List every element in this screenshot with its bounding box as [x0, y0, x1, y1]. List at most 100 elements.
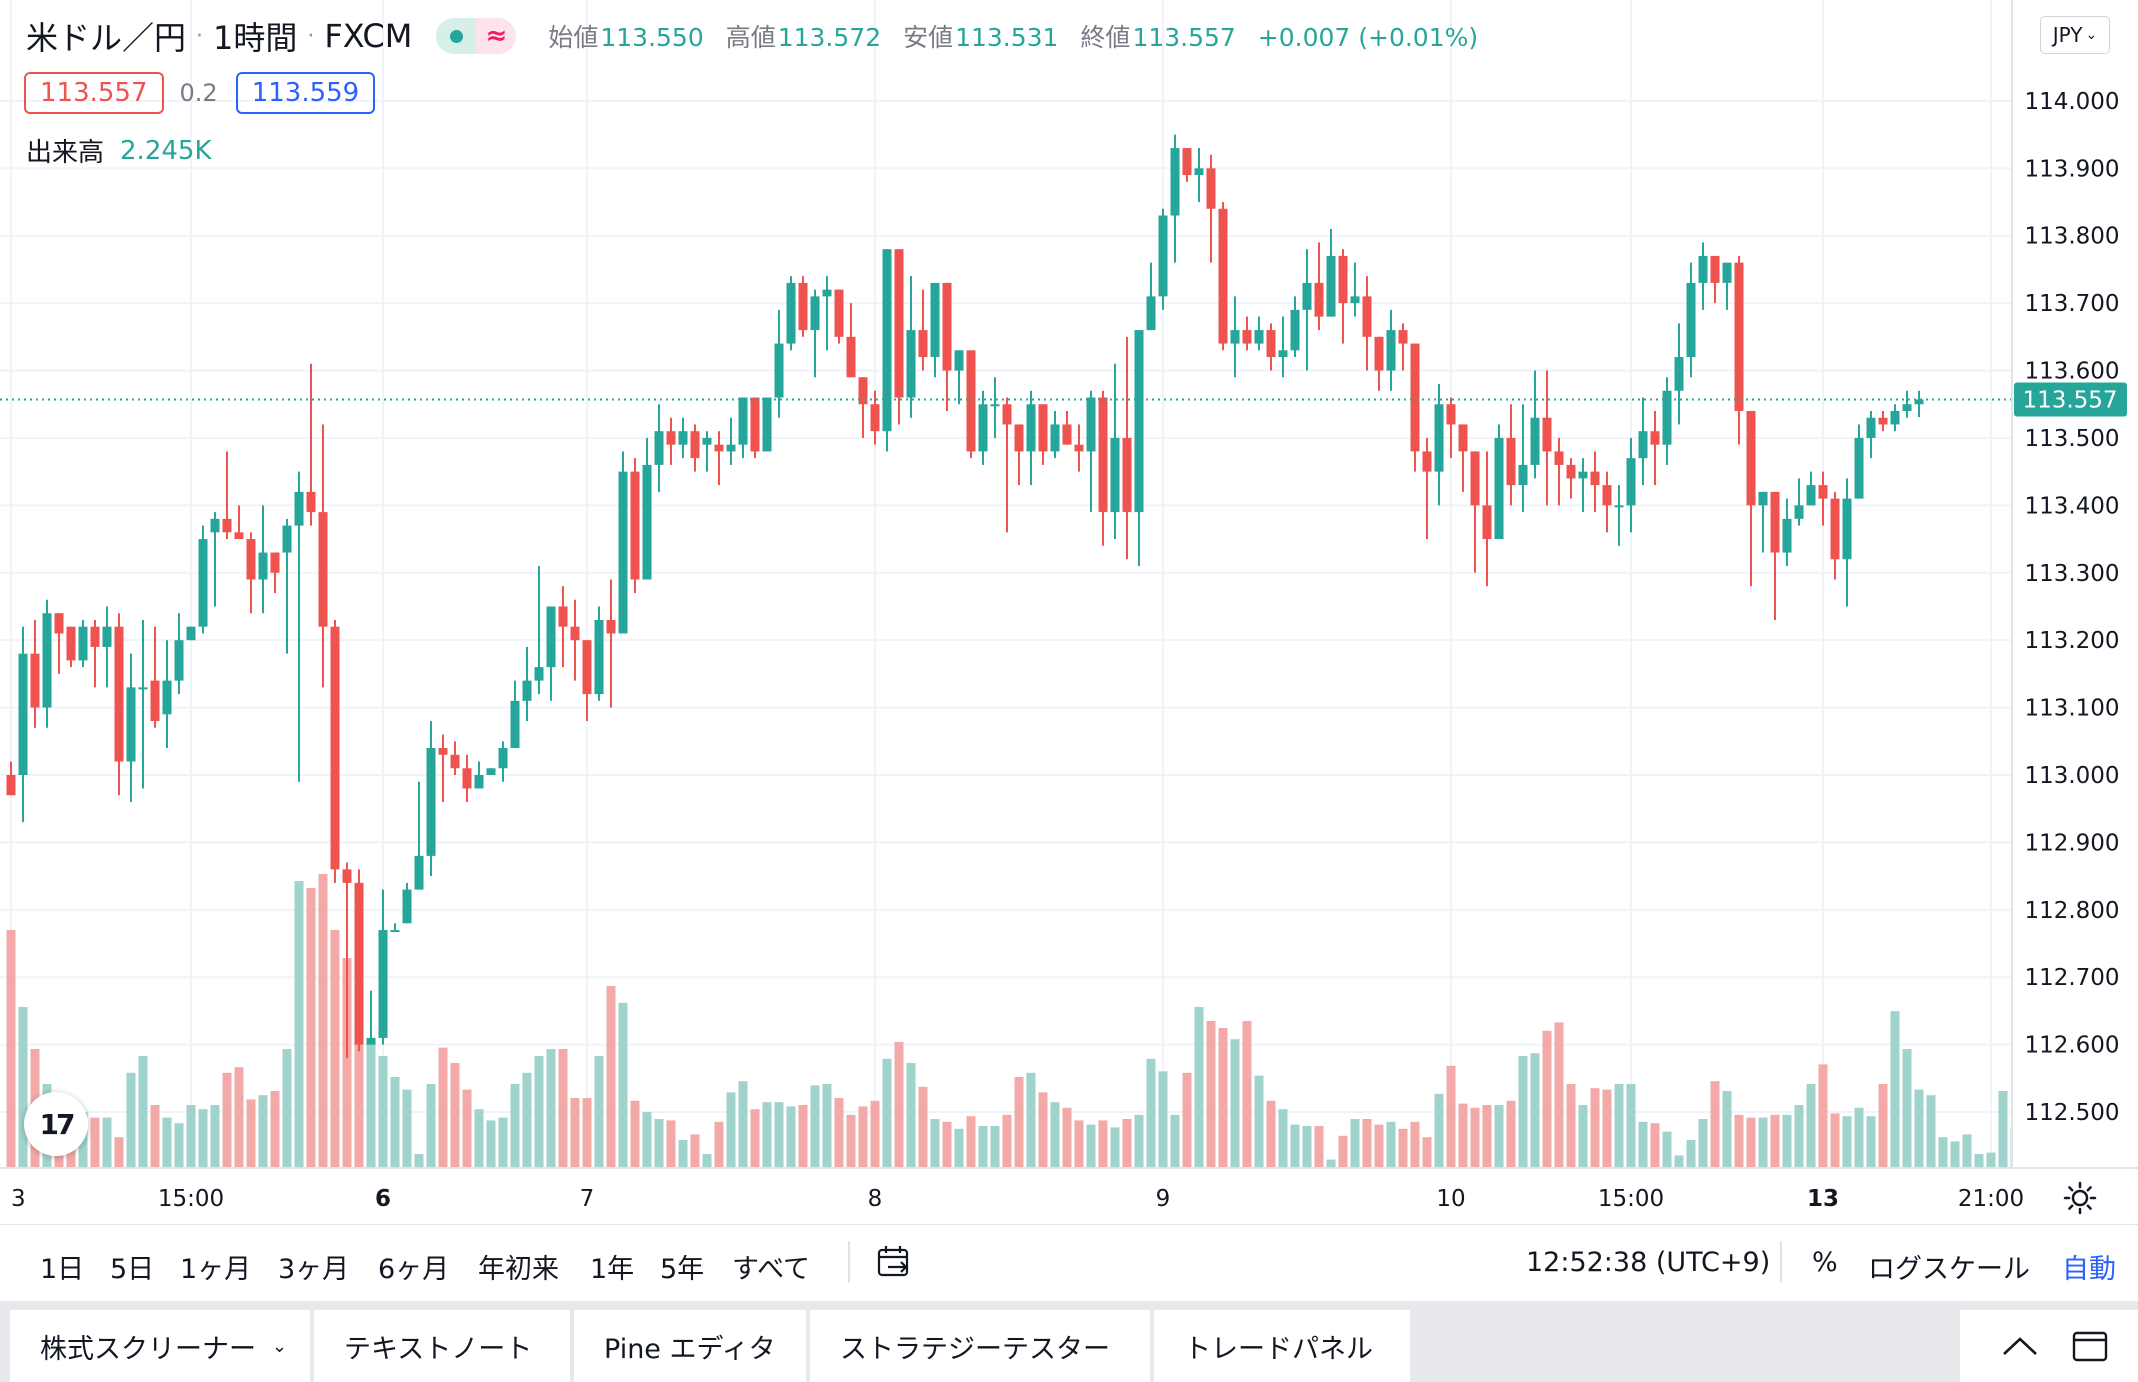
candle — [858, 377, 868, 438]
volume-bar — [306, 888, 316, 1168]
volume-bar — [1170, 1114, 1180, 1168]
range-1m-button[interactable]: 1ヶ月 — [180, 1254, 252, 1285]
candle — [654, 404, 664, 492]
gear-icon[interactable] — [2062, 1180, 2098, 1216]
candle — [1722, 262, 1732, 310]
volume-bar — [1182, 1072, 1192, 1168]
tab-label: トレードパネル — [1184, 1333, 1373, 1365]
auto-scale-button[interactable]: 自動 — [2062, 1254, 2116, 1285]
volume-bar — [1926, 1095, 1936, 1168]
candle — [798, 276, 808, 337]
tab-label: テキストノート — [344, 1333, 533, 1365]
candle — [1098, 390, 1108, 546]
chevron-up-icon[interactable] — [2000, 1330, 2040, 1362]
currency-button[interactable]: JPY ⌄ — [2040, 16, 2110, 54]
clock-timezone-button[interactable]: 12:52:38 (UTC+9) — [1526, 1247, 1771, 1278]
chart-panel[interactable]: 114.000 113.900 113.800 113.700 113.600 113.5… — [0, 0, 2138, 1301]
volume-legend[interactable]: 出来高 2.245K — [26, 132, 212, 169]
log-scale-button[interactable]: ログスケール — [1868, 1254, 2030, 1285]
volume-bar — [774, 1102, 784, 1168]
volume-bar — [1434, 1093, 1444, 1168]
delayed-data-icon: ≈ — [476, 18, 517, 54]
candle — [1302, 249, 1312, 371]
volume-bar — [1110, 1127, 1120, 1168]
candle — [1638, 397, 1648, 486]
volume-bar — [1290, 1124, 1300, 1168]
market-status-pill[interactable]: ≈ — [436, 18, 517, 54]
candle — [1014, 424, 1024, 486]
volume-bar — [1938, 1137, 1948, 1168]
volume-bar — [1206, 1021, 1216, 1168]
volume-bar — [894, 1042, 904, 1168]
volume-bar — [1698, 1119, 1708, 1168]
range-5d-button[interactable]: 5日 — [110, 1254, 155, 1285]
range-ytd-button[interactable]: 年初来 — [478, 1254, 559, 1285]
divider — [848, 1241, 850, 1283]
candle — [1278, 316, 1288, 378]
tab-strategy-tester[interactable]: ストラテジーテスター — [810, 1310, 1150, 1382]
volume-bar — [1542, 1030, 1552, 1168]
tab-text-notes[interactable]: テキストノート — [314, 1310, 570, 1382]
chart-plot[interactable]: 114.000 113.900 113.800 113.700 113.600 113.5… — [0, 0, 2138, 1224]
range-all-button[interactable]: すべて — [732, 1254, 811, 1285]
x-tick-label: 13 — [1807, 1186, 1839, 1212]
volume-bar — [1974, 1154, 1984, 1168]
tab-label: 株式スクリーナー — [40, 1333, 256, 1365]
range-6m-button[interactable]: 6ヶ月 — [378, 1254, 450, 1285]
volume-bar — [1746, 1117, 1756, 1168]
candle — [942, 282, 952, 411]
candle — [270, 552, 280, 593]
volume-bar — [618, 1002, 628, 1168]
tab-stock-screener[interactable]: 株式スクリーナー ⌄ — [10, 1310, 310, 1382]
volume-bar — [366, 1042, 376, 1168]
candle — [438, 734, 448, 802]
candle — [1674, 323, 1684, 425]
interval-label[interactable]: 1時間 — [213, 19, 298, 57]
candle — [1134, 330, 1144, 567]
volume-value: 2.245K — [120, 135, 212, 166]
calendar-goto-icon[interactable] — [876, 1243, 914, 1281]
tab-trading-panel[interactable]: トレードパネル — [1154, 1310, 1410, 1382]
symbol-name[interactable]: 米ドル／円 — [26, 19, 187, 57]
volume-bar — [1674, 1155, 1684, 1168]
sell-price-button[interactable]: 113.557 — [24, 72, 164, 114]
volume-bar — [1398, 1128, 1408, 1168]
volume-bar — [642, 1112, 652, 1168]
buy-price-button[interactable]: 113.559 — [235, 72, 376, 114]
volume-bar — [1050, 1102, 1060, 1168]
candle — [1326, 228, 1336, 317]
volume-bar — [678, 1140, 688, 1168]
volume-bar — [606, 986, 616, 1168]
price-axis-bg[interactable] — [2012, 0, 2138, 1224]
maximize-panel-icon[interactable] — [2070, 1328, 2110, 1364]
tab-pine-editor[interactable]: Pine エディタ — [574, 1310, 806, 1382]
range-1y-button[interactable]: 1年 — [590, 1254, 635, 1285]
volume-bar — [594, 1056, 604, 1168]
volume-bar — [1722, 1091, 1732, 1168]
volume-bar — [162, 1117, 172, 1168]
volume-bar — [630, 1100, 640, 1168]
open-label: 始値 — [548, 23, 599, 52]
percent-scale-button[interactable]: % — [1812, 1247, 1838, 1278]
range-3m-button[interactable]: 3ヶ月 — [278, 1254, 350, 1285]
volume-bar — [1962, 1134, 1972, 1168]
candle — [294, 471, 304, 782]
volume-bar — [1446, 1065, 1456, 1168]
volume-bar — [1566, 1084, 1576, 1168]
volume-bar — [378, 1056, 388, 1168]
volume-bar — [1386, 1121, 1396, 1168]
volume-bar — [126, 1072, 136, 1168]
volume-bar — [90, 1117, 100, 1168]
candle — [1866, 410, 1876, 459]
candle — [666, 417, 676, 465]
tradingview-logo-icon[interactable]: 17 — [24, 1092, 88, 1156]
range-5y-button[interactable]: 5年 — [660, 1254, 705, 1285]
chevron-down-icon: ⌄ — [2085, 27, 2098, 43]
volume-bar — [1062, 1107, 1072, 1168]
candle — [390, 923, 400, 933]
volume-bar — [1662, 1131, 1672, 1168]
volume-bar — [486, 1120, 496, 1168]
range-1d-button[interactable]: 1日 — [40, 1254, 85, 1285]
candle — [1482, 451, 1492, 587]
candle — [210, 512, 220, 607]
